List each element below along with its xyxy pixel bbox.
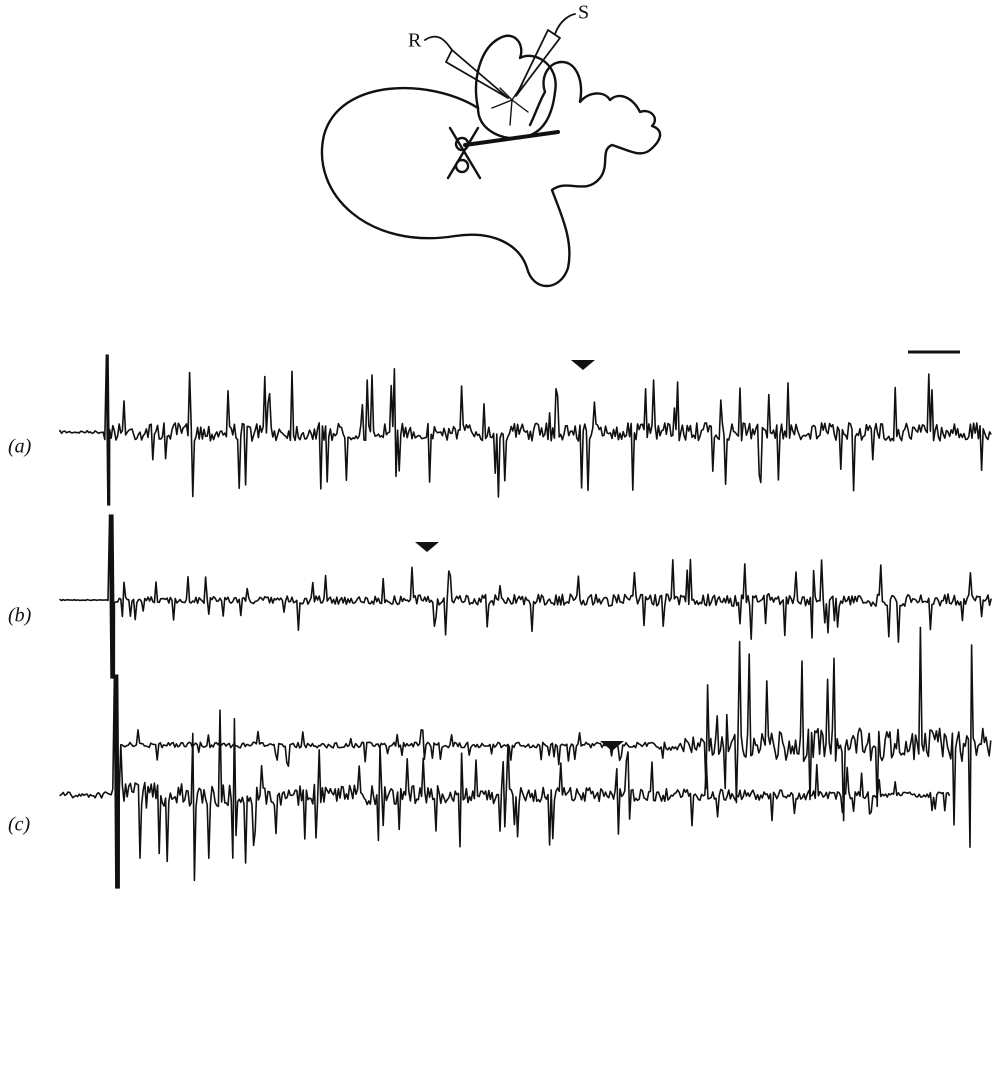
electrode-r (425, 37, 508, 98)
electrode-s (516, 14, 575, 96)
arrow-marker (415, 542, 439, 552)
panel-label: (b) (8, 605, 32, 627)
electrode-label: R (408, 30, 422, 52)
recording-trace (60, 675, 950, 888)
electrode-label: S (578, 2, 589, 24)
brain-diagram: R S (322, 2, 660, 286)
arrow-marker (571, 360, 595, 370)
figure: R S (a) (b) (c) (0, 0, 992, 1070)
brain-outline (322, 62, 660, 286)
ganglion (448, 128, 480, 178)
panel-label: (a) (8, 436, 32, 458)
nerve (465, 132, 558, 145)
recording-trace (60, 355, 991, 505)
recording-trace (60, 515, 991, 678)
panel-label: (c) (8, 814, 31, 836)
